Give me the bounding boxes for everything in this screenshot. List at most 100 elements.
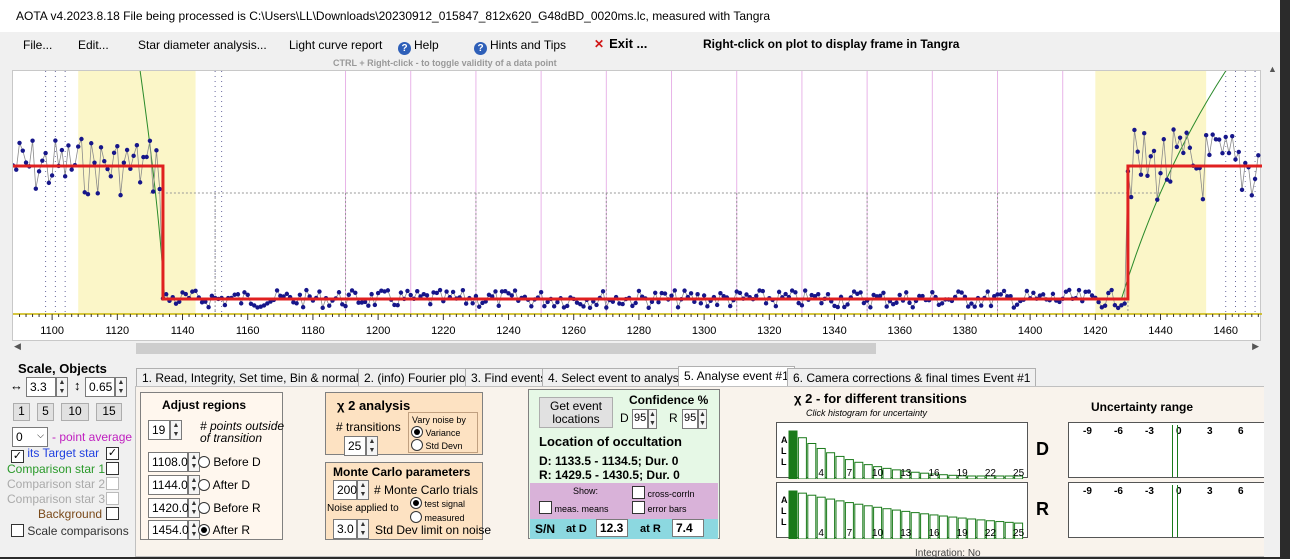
scale-15-button[interactable]: 15 — [96, 403, 122, 421]
data-point[interactable] — [141, 154, 146, 160]
data-point[interactable] — [300, 305, 306, 310]
data-point[interactable] — [356, 300, 361, 305]
meas-means-checkbox[interactable] — [539, 501, 552, 514]
data-point[interactable] — [297, 292, 303, 298]
get-event-locations-button[interactable]: Get event locations — [539, 397, 613, 428]
data-point[interactable] — [669, 293, 674, 298]
data-point[interactable] — [1233, 157, 1238, 162]
scale-y-spinner[interactable]: ▲ ▼ — [115, 377, 127, 397]
data-point[interactable] — [131, 153, 136, 159]
data-point[interactable] — [209, 293, 215, 299]
data-point[interactable] — [1217, 137, 1222, 142]
data-point[interactable] — [1128, 194, 1134, 200]
plot-canvas[interactable]: 1100 1120 1140 1160 1180 1200 1220 1240 1260 1280… — [13, 71, 1262, 342]
data-point[interactable] — [1096, 299, 1101, 305]
data-point[interactable] — [340, 302, 345, 307]
data-point[interactable] — [261, 303, 267, 308]
data-point[interactable] — [274, 288, 280, 293]
before-r-radio-row[interactable]: Before R — [198, 501, 261, 515]
data-point[interactable] — [434, 290, 439, 296]
menu-edit[interactable]: Edit... — [78, 38, 109, 52]
data-point[interactable] — [1207, 152, 1212, 158]
histogram-bar[interactable] — [788, 430, 798, 479]
window-vertical-scrollbar[interactable]: ▲ — [1264, 62, 1280, 557]
histogram-bar[interactable] — [920, 513, 930, 539]
data-point[interactable] — [33, 186, 39, 191]
uncertainty-d-panel[interactable]: -9-6-30369 — [1068, 422, 1275, 478]
data-point[interactable] — [998, 292, 1003, 297]
scale-y-input[interactable]: 0.65 — [85, 377, 115, 397]
data-point[interactable] — [545, 299, 550, 305]
data-point[interactable] — [802, 288, 808, 293]
data-point[interactable] — [336, 290, 342, 295]
data-point[interactable] — [1239, 187, 1245, 192]
data-point[interactable] — [881, 290, 886, 296]
data-point[interactable] — [1148, 154, 1153, 159]
data-point[interactable] — [604, 305, 609, 310]
data-point[interactable] — [1024, 288, 1030, 294]
data-point[interactable] — [1067, 287, 1072, 293]
data-point[interactable] — [278, 293, 283, 299]
data-point[interactable] — [662, 291, 668, 296]
data-point[interactable] — [1200, 197, 1206, 202]
data-point[interactable] — [157, 186, 162, 192]
data-point[interactable] — [992, 294, 997, 299]
confidence-r-spinner[interactable]: ▲ ▼ — [698, 409, 707, 429]
data-point[interactable] — [1057, 299, 1062, 305]
chi-histogram-r[interactable]: A L L 4 7 10 13 16 19 22 25 — [776, 482, 1028, 539]
histogram-bar[interactable] — [891, 509, 901, 539]
data-point[interactable] — [578, 301, 583, 307]
histogram-bar[interactable] — [807, 494, 817, 539]
transitions-input[interactable]: 25 — [344, 436, 366, 456]
tab-fourier[interactable]: 2. (info) Fourier plot — [358, 368, 475, 387]
data-point[interactable] — [372, 302, 378, 308]
data-point[interactable] — [930, 290, 935, 295]
data-point[interactable] — [587, 305, 593, 311]
data-point[interactable] — [398, 290, 404, 295]
data-point[interactable] — [343, 303, 348, 309]
data-point[interactable] — [907, 300, 912, 305]
data-point[interactable] — [235, 292, 241, 297]
data-point[interactable] — [969, 301, 974, 306]
data-point[interactable] — [450, 289, 456, 295]
data-point[interactable] — [203, 299, 208, 304]
data-point[interactable] — [656, 299, 661, 305]
data-point[interactable] — [460, 287, 466, 293]
data-point[interactable] — [825, 291, 831, 297]
scroll-right-icon[interactable]: ▶ — [1252, 341, 1259, 351]
data-point[interactable] — [757, 288, 762, 293]
data-point[interactable] — [617, 301, 622, 306]
data-point[interactable] — [783, 291, 788, 297]
data-point[interactable] — [43, 150, 48, 156]
measured-radio[interactable] — [410, 511, 422, 523]
data-point[interactable] — [789, 288, 795, 293]
cross-corr-checkbox[interactable] — [632, 486, 645, 499]
histogram-bar[interactable] — [816, 447, 826, 479]
data-point[interactable] — [144, 154, 149, 160]
data-point[interactable] — [111, 150, 117, 156]
data-point[interactable] — [1174, 144, 1180, 150]
data-point[interactable] — [362, 299, 368, 305]
data-point[interactable] — [463, 301, 469, 306]
points-outside-input[interactable]: 19 — [148, 420, 170, 440]
data-point[interactable] — [1115, 305, 1121, 311]
data-point[interactable] — [1014, 302, 1020, 307]
data-point[interactable] — [1001, 288, 1007, 294]
data-point[interactable] — [754, 293, 759, 299]
data-point[interactable] — [555, 300, 560, 305]
histogram-bar[interactable] — [948, 516, 958, 539]
data-point[interactable] — [1177, 135, 1183, 140]
data-point[interactable] — [499, 289, 505, 294]
data-point[interactable] — [503, 289, 508, 294]
data-point[interactable] — [1089, 293, 1095, 298]
variance-radio-row[interactable]: Variance — [411, 426, 460, 438]
meas-means-row[interactable]: meas. means — [539, 501, 609, 514]
data-point[interactable] — [1155, 197, 1160, 202]
data-point[interactable] — [959, 290, 964, 295]
before-d-radio-row[interactable]: Before D — [198, 455, 261, 469]
data-point[interactable] — [121, 160, 127, 165]
data-point[interactable] — [845, 302, 850, 307]
before-r-input[interactable]: 1420.0 — [148, 498, 189, 518]
data-point[interactable] — [317, 289, 322, 294]
histogram-bar[interactable] — [854, 461, 864, 479]
